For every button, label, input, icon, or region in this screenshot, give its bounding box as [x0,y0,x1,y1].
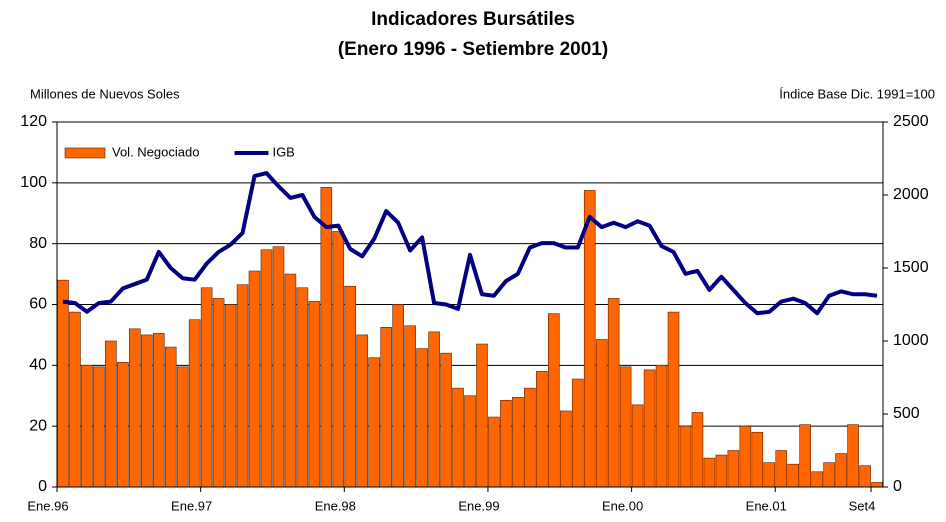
bar [703,457,716,488]
bar [452,387,464,488]
bar [308,301,321,488]
bar [751,431,764,488]
bar [655,365,668,488]
y-tick-label: 120 [20,113,47,130]
bar [667,311,680,488]
y2-tick-label: 0 [893,478,902,495]
bar [368,357,381,488]
bar [320,187,333,488]
bar [799,424,811,488]
x-tick-label: Ene.96 [27,498,68,513]
y-tick-label: 60 [29,296,47,313]
bar [859,465,871,488]
bar [105,340,117,488]
bar [715,454,728,488]
bar [69,311,81,488]
bar [224,304,237,488]
bar [428,331,440,488]
chart-subtitle: (Enero 1996 - Setiembre 2001) [338,39,608,60]
bar [500,400,512,488]
bar [512,396,524,488]
bar [392,304,404,488]
x-tick-label: Ene.98 [315,498,356,513]
x-tick-label: Ene.00 [602,498,643,513]
bar [595,339,608,488]
bar [691,412,704,488]
bar [404,325,416,488]
bar [643,369,656,488]
bar [284,273,297,488]
bar [775,450,788,488]
x-tick-label: Set4 [849,498,876,513]
bar [200,287,213,488]
bar [296,287,309,488]
bar [236,284,249,488]
bar [129,328,141,488]
y2-tick-label: 1000 [893,332,929,349]
bar [260,249,273,488]
bar [847,424,859,488]
y-tick-label: 100 [20,174,47,191]
bar [571,378,584,488]
bar [57,279,69,488]
legend-swatch [64,147,106,159]
bar [727,450,740,488]
y2-axis-label: Índice Base Dic. 1991=100 [779,86,935,101]
bar [583,190,596,488]
bar [356,334,369,488]
bar [739,425,752,488]
bar [464,395,476,488]
y2-tick-label: 1500 [893,259,929,276]
x-tick-label: Ene.97 [171,498,212,513]
bar [835,453,847,488]
bar [476,343,488,488]
plot-frame [56,121,884,488]
bar [524,387,536,488]
y2-tick-label: 500 [893,405,920,422]
y2-tick-label: 2500 [893,113,929,130]
bar [152,333,165,488]
bar [679,425,692,488]
y-tick-label: 80 [29,235,47,252]
bar [548,313,560,488]
y-tick-label: 0 [38,478,47,495]
bar [488,416,500,488]
bar [81,365,93,488]
line [62,171,878,316]
bar [212,298,225,488]
bar [607,298,620,488]
bar [416,348,428,488]
bar [619,366,632,488]
bar [140,334,153,488]
bar [811,471,823,488]
chart-title: Indicadores Bursátiles [371,9,575,30]
bar [631,404,644,488]
bar [176,366,189,488]
bar [763,462,776,488]
bar [536,371,548,488]
bar [272,246,285,488]
bar [823,462,835,488]
y-axis-label: Millones de Nuevos Soles [30,86,180,101]
bar [188,319,201,488]
legend-label: Vol. Negociado [112,144,199,159]
x-tick-label: Ene.99 [458,498,499,513]
legend-label: IGB [272,144,294,159]
bar [164,346,177,488]
y-tick-label: 20 [29,417,47,434]
y-tick-label: 40 [29,357,47,374]
bar [787,463,800,488]
bar [871,482,883,488]
bar [380,327,392,488]
bar [332,231,345,488]
y2-tick-label: 2000 [893,186,929,203]
bar [440,352,452,488]
bar [248,270,261,488]
bar [559,410,572,488]
x-tick-label: Ene.01 [746,498,787,513]
bar [117,361,129,488]
bar [93,366,105,488]
bar [344,285,357,488]
